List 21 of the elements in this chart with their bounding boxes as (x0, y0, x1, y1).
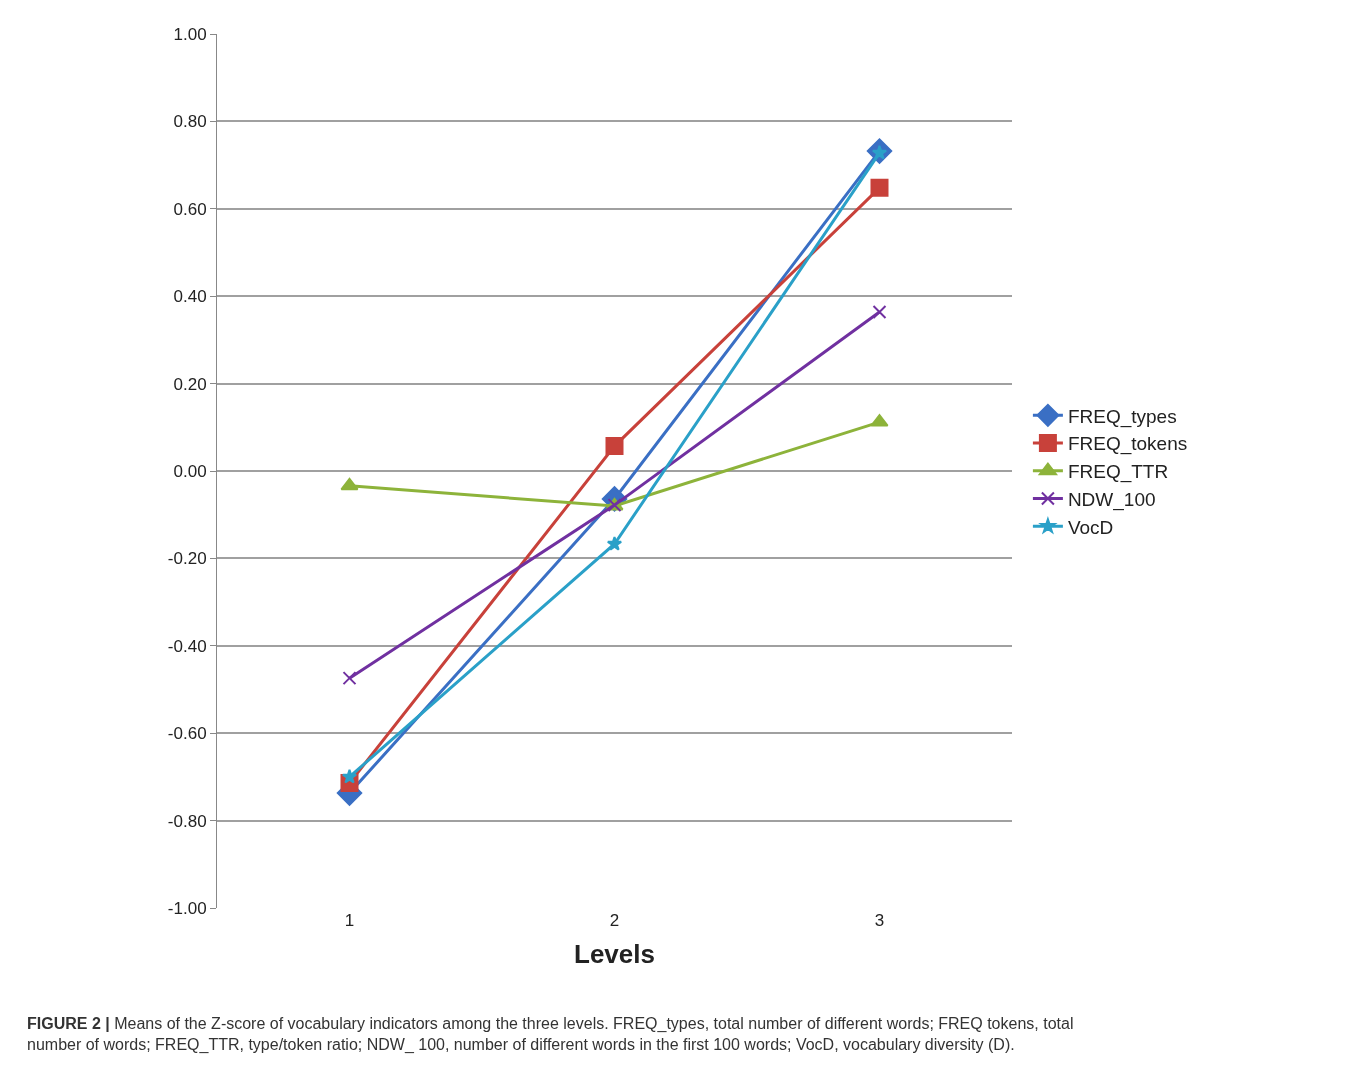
caption: FIGURE 2 | Means of the Z-score of vocabulary indicators among the three levels. FREQ_types, total number of different words; FREQ tokens, total number of words; FREQ_TTR, type/token ratio; NDW_ 100, number of different words in the first 100 words; VocD, vocabulary diversity (D). (27, 1015, 1074, 1054)
x-tick-label: 1 (344, 911, 355, 930)
legend-label: NDW_100 (1067, 488, 1156, 511)
y-tick-label: -0.80 (167, 811, 207, 831)
y-tick-label: -0.40 (167, 636, 207, 656)
legend-label: FREQ_tokens (1067, 433, 1188, 456)
y-tick-label: 0.20 (173, 374, 207, 394)
y-tick-label: -0.20 (167, 549, 207, 569)
y-tick-label: -1.00 (167, 898, 207, 918)
legend-label: FREQ_TTR (1067, 461, 1169, 484)
legend-label: FREQ_types (1067, 405, 1177, 428)
y-tick-label: 0.60 (173, 199, 207, 219)
y-tick-label: 0.40 (173, 287, 207, 307)
y-tick-label: 0.00 (173, 461, 207, 481)
x-tick-label: 2 (609, 911, 620, 930)
x-tick-label: 3 (874, 911, 885, 930)
y-tick-label: 0.80 (173, 112, 207, 132)
y-tick-label: -0.60 (167, 724, 207, 744)
x-axis-title: Levels (574, 938, 655, 969)
y-tick-label: 1.00 (173, 24, 207, 44)
legend-label: VocD (1067, 516, 1114, 538)
